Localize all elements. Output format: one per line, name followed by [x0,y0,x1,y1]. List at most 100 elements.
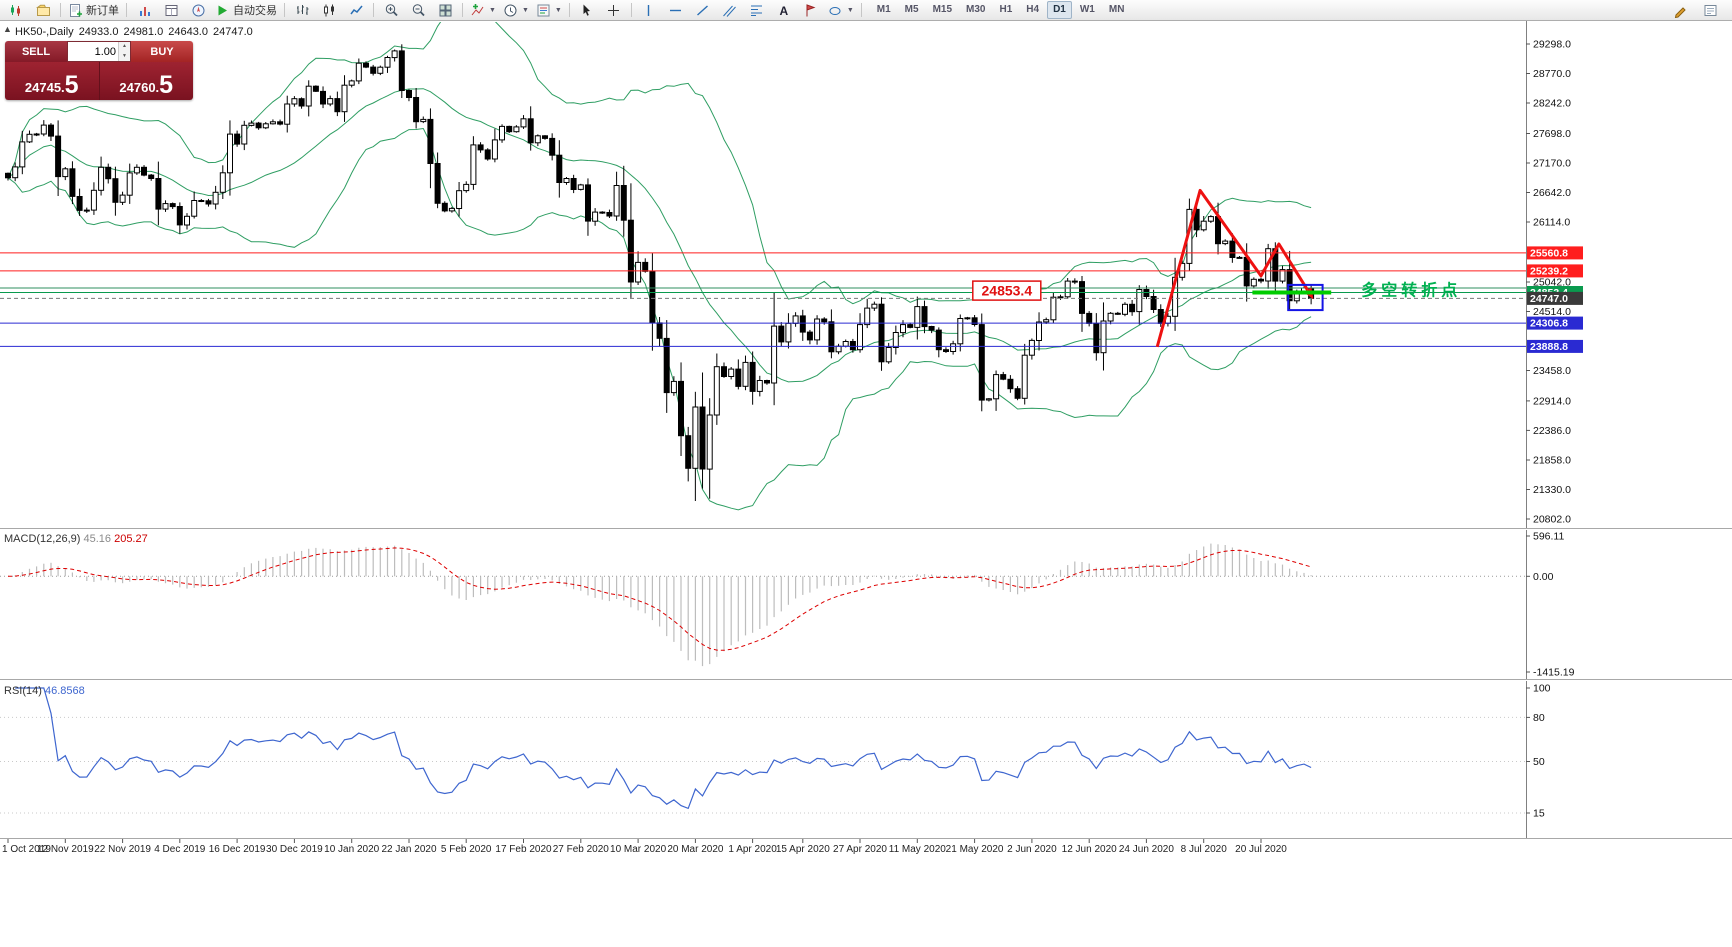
price-axis[interactable]: 29298.0 28770.0 28242.0 27698.0 27170.0 26642… [1526,21,1583,839]
price-level-badge-text: 25560.8 [1530,247,1568,259]
timeframe-m1[interactable]: M1 [876,4,891,15]
annotation-note-text[interactable]: 多空转折点 [1361,281,1461,300]
object-list-button[interactable] [1697,0,1723,20]
zoom-in-button[interactable] [378,0,404,20]
timeframe-h4[interactable]: H4 [1026,4,1040,15]
vertical-line-tool[interactable] [636,0,662,20]
text-tool[interactable]: A [771,0,797,20]
candle [542,135,548,139]
candle [76,196,83,211]
candle [1036,321,1042,341]
macd-plot[interactable] [0,543,1526,667]
data-window-button[interactable] [158,0,184,20]
candle [1200,220,1207,231]
trend-arrow[interactable] [1155,188,1309,348]
candle [205,200,212,205]
candle [950,343,957,352]
bar-chart-button[interactable] [289,0,315,20]
indicators-button[interactable]: ▼ [467,0,499,20]
highlight-box[interactable] [1287,283,1324,312]
timeframe-m15[interactable]: M15 [932,4,953,15]
buy-price: 24760. 5 [100,62,194,100]
trade-panel-toggle[interactable]: ▲ [3,24,12,34]
market-watch-button[interactable] [131,0,157,20]
date-label: 15 Apr 2020 [776,844,830,855]
timeframe-group: M1 M5 M15 M30 H1 H4 D1 W1 MN [870,1,1132,19]
arrow-label-tool[interactable] [798,0,824,20]
timeframe-d1[interactable]: D1 [1047,1,1072,19]
new-chart-button[interactable] [3,0,29,20]
timeframe-m5[interactable]: M5 [904,4,919,15]
trendline-tool[interactable] [690,0,716,20]
price-level-badge-text: 25239.2 [1530,265,1568,277]
candle [649,270,656,324]
rsi-plot[interactable] [0,687,1526,814]
line-chart-button[interactable] [343,0,369,20]
navigator-button[interactable] [185,0,211,20]
timeframe-w1[interactable]: W1 [1079,4,1095,15]
sell-button[interactable]: SELL [5,41,67,62]
candle [141,166,147,176]
volume-box: ▲ ▼ [67,41,131,62]
pencil-icon [1674,6,1686,18]
profiles-button[interactable] [30,0,56,20]
periods-caret-icon: ▼ [521,6,529,14]
price-tick-label: 28242.0 [1533,98,1571,110]
shapes-tool[interactable]: ▼ [825,0,857,20]
price-flag-box[interactable] [972,280,1042,301]
candle [1057,296,1064,299]
buy-price-big-digit: 5 [159,71,174,99]
main-plot[interactable]: 24853.4 多空转折点 [0,21,1526,511]
candle [248,122,255,126]
horizontal-line-tool[interactable] [663,0,689,20]
candle [642,261,649,272]
crosshair-button[interactable] [601,0,627,20]
toolbar-right-group [1667,0,1723,20]
chart-area[interactable]: 24853.4 多空转折点 29298.0 28770.0 28242.0 27698.0… [0,21,1732,947]
candle [427,118,434,164]
macd-label: MACD(12,26,9) 45.16 205.27 [4,533,148,545]
candle [1122,303,1128,315]
candle [1250,278,1257,287]
timeframe-mn[interactable]: MN [1108,4,1125,15]
tile-windows-button[interactable] [432,0,458,20]
candle [262,123,269,129]
cursor-button[interactable] [574,0,600,20]
timeframe-m30[interactable]: M30 [966,4,986,15]
templates-button[interactable]: ▼ [533,0,565,20]
buy-button[interactable]: BUY [131,41,193,62]
volume-down-button[interactable]: ▼ [119,51,130,61]
candle [320,90,326,105]
new-chart-icon [10,4,20,16]
date-label: 4 Dec 2019 [154,844,206,855]
timeframe-h1[interactable]: H1 [999,4,1013,15]
zoom-out-button[interactable] [405,0,431,20]
candle [341,84,348,113]
candle [577,184,584,190]
date-label: 27 Feb 2020 [553,844,610,855]
periods-button[interactable]: ▼ [500,0,532,20]
date-label: 10 Jan 2020 [324,844,379,855]
fibonacci-tool[interactable] [744,0,770,20]
candle [549,137,556,156]
candlestick-chart-button[interactable] [316,0,342,20]
candle [1021,354,1028,399]
autotrading-label: 自动交易 [233,5,277,17]
volume-up-button[interactable]: ▲ [119,42,130,52]
candle [1000,374,1007,380]
volume-input[interactable] [68,42,118,61]
candle [592,211,599,222]
price-tick-label: 27170.0 [1533,157,1571,169]
candle [1279,269,1286,282]
toolbar-separator [568,3,570,17]
candle [599,211,606,214]
candle [699,406,706,470]
candle [1207,216,1214,222]
new-order-button[interactable]: 新订单 [65,0,122,20]
edit-pencil-button[interactable] [1667,0,1693,20]
open-value: 24933.0 [78,26,119,38]
channel-tool[interactable] [717,0,743,20]
autotrading-button[interactable]: 自动交易 [212,0,280,20]
candle [234,133,241,145]
